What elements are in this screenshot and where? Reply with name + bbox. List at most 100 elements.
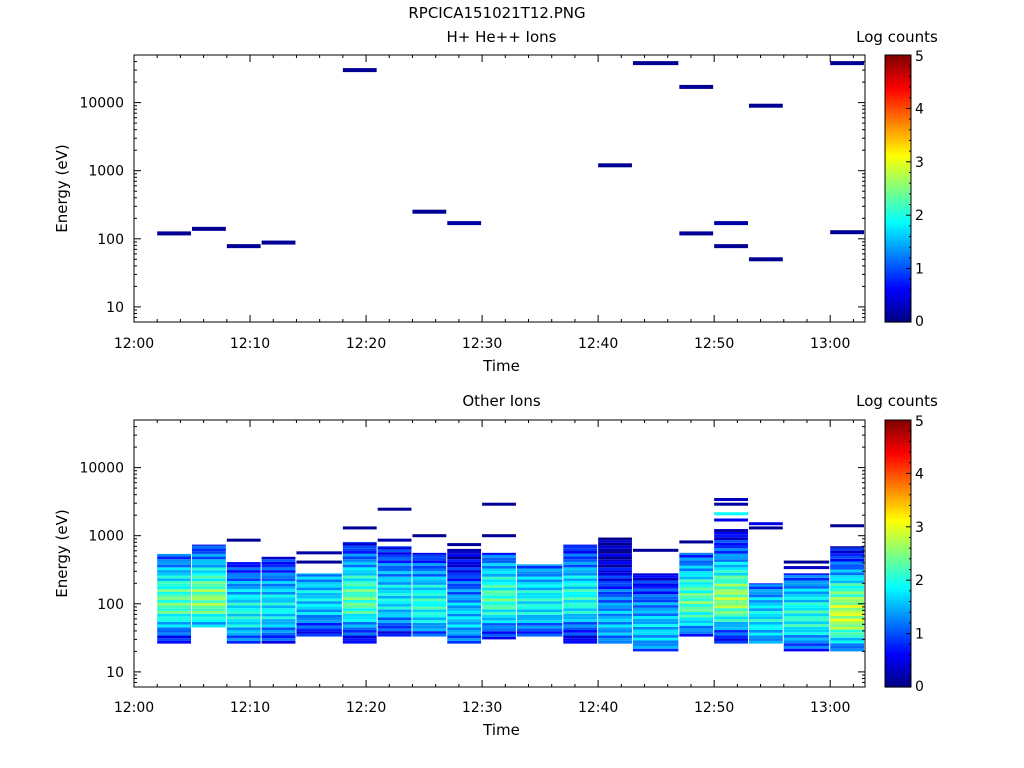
spectrogram-cell [192, 551, 226, 554]
spectrogram-cell [783, 648, 830, 652]
colorbar-segment [885, 101, 911, 105]
colorbar-segment [885, 228, 911, 232]
spectrogram-cell [226, 578, 261, 581]
colorbar-segment [885, 471, 911, 474]
spectrogram-cell [830, 613, 864, 616]
spectrogram-cell [447, 583, 482, 587]
spectrogram-cell [482, 584, 516, 588]
spectrogram-cell [632, 610, 679, 614]
spectrogram-cell [482, 565, 516, 569]
spectrogram-cell [563, 559, 598, 562]
colorbar-segment [885, 177, 911, 181]
colorbar-segment [885, 99, 911, 103]
spectrogram-cell [342, 553, 377, 557]
spectrogram-cell [563, 600, 598, 603]
colorbar-segment [885, 651, 911, 655]
colorbar-segment [885, 206, 911, 210]
spectrogram-cell [412, 534, 447, 538]
spectrogram-cell [261, 638, 296, 641]
colorbar-segment [885, 540, 911, 543]
spectrogram-column [748, 522, 783, 644]
spectrogram-cell [261, 240, 296, 245]
colorbar-segment [885, 195, 911, 198]
colorbar-segment [885, 504, 911, 508]
colorbar-segment [885, 626, 911, 630]
colorbar-segment [885, 571, 911, 575]
spectrogram-cell [783, 577, 830, 581]
spectrogram-cell [342, 583, 377, 587]
spectrogram-cell [679, 563, 714, 566]
spectrogram-cell [342, 586, 377, 590]
spectrogram-cell [342, 572, 377, 576]
spectrogram-cell [632, 607, 679, 611]
spectrogram-cell [748, 591, 783, 595]
spectrogram-cell [714, 561, 748, 565]
spectrogram-cell [783, 635, 830, 638]
spectrogram-cell [447, 616, 482, 620]
spectrogram-cell [783, 591, 830, 595]
colorbar-segment [885, 589, 911, 592]
spectrogram-cell [482, 628, 516, 632]
x-tick-label: 12:40 [578, 700, 618, 716]
spectrogram-cell [563, 613, 598, 617]
colorbar-segment [885, 457, 911, 461]
spectrogram-cell [783, 618, 830, 622]
spectrogram-cell [679, 601, 714, 604]
spectrogram-cell [342, 561, 377, 565]
spectrogram-cell [342, 548, 377, 552]
spectrogram-cell [226, 619, 261, 622]
plot-frame [133, 419, 866, 688]
spectrogram-cell [377, 617, 412, 621]
colorbar-segment [885, 638, 911, 641]
spectrogram-cell [377, 614, 412, 618]
spectrogram-cell [679, 633, 714, 637]
spectrogram-cell [632, 624, 679, 627]
spectrogram-cell [783, 573, 830, 576]
colorbar-segment [885, 199, 911, 203]
spectrogram-cell [226, 591, 261, 595]
spectrogram-cell [714, 610, 748, 614]
spectrogram-cell [447, 548, 482, 552]
spectrogram-cell [679, 560, 714, 564]
spectrogram-cell [679, 587, 714, 591]
spectrogram-cell [412, 606, 447, 610]
spectrogram-cell [748, 621, 783, 625]
colorbar-segment [885, 658, 911, 661]
spectrogram-cell [598, 556, 632, 560]
colorbar-segment [885, 259, 911, 263]
spectrogram-cell [482, 595, 516, 599]
spectrogram-cell [563, 627, 598, 631]
spectrogram-cell [632, 621, 679, 625]
spectrogram-cell [412, 584, 447, 588]
spectrogram-cell [714, 244, 748, 249]
spectrogram-cell [342, 638, 377, 641]
colorbar-segment [885, 63, 911, 67]
spectrogram-cell [447, 586, 482, 590]
spectrogram-cell [598, 572, 632, 576]
spectrogram-cell [296, 576, 342, 580]
spectrogram-cell [482, 593, 516, 596]
spectrogram-cell [830, 586, 864, 589]
spectrogram-cell [783, 575, 830, 578]
spectrogram-cell [679, 603, 714, 607]
spectrogram-cell [598, 553, 632, 557]
spectrogram-cell [192, 553, 226, 557]
colorbar-segment [885, 192, 911, 196]
colorbar-segment [885, 595, 911, 599]
spectrogram-cell [783, 640, 830, 644]
colorbar-tick-label: 2 [915, 208, 924, 224]
spectrogram-cell [447, 635, 482, 639]
spectrogram-cell [830, 569, 864, 573]
colorbar-segment [885, 424, 911, 428]
colorbar-segment [885, 500, 911, 503]
colorbar-segment [885, 420, 911, 423]
x-tick-label: 13:00 [810, 700, 850, 716]
spectrogram-cell [714, 632, 748, 636]
spectrogram-cell [598, 548, 632, 552]
colorbar-segment [885, 593, 911, 597]
spectrogram-cell [563, 567, 598, 571]
spectrogram-cell [296, 617, 342, 621]
colorbar-segment [885, 150, 911, 154]
spectrogram-cell [563, 545, 598, 549]
colorbar-segment [885, 426, 911, 430]
